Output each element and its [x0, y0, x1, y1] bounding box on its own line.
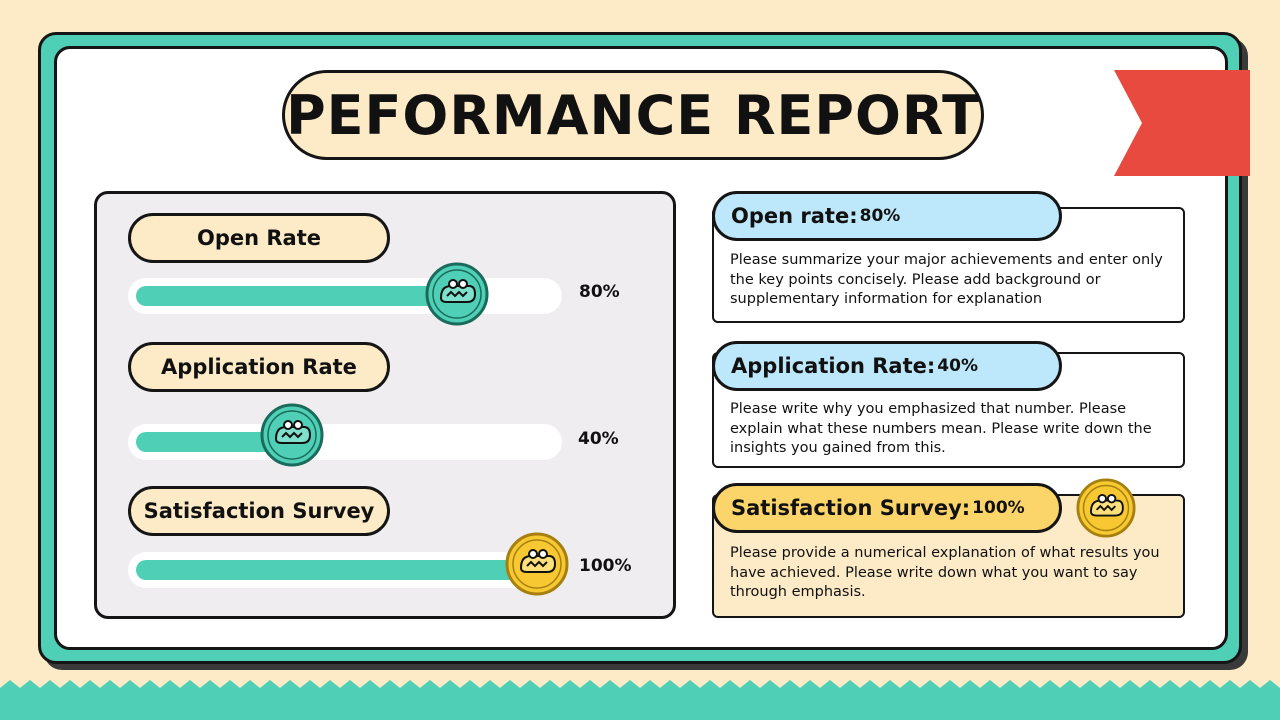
card-text-satisfaction-survey: Please provide a numerical explanation o…: [730, 545, 1160, 600]
metric-label-open-rate: Open Rate: [128, 213, 390, 263]
progress-track-satisfaction-survey: [128, 552, 562, 588]
card-text-application-rate: Please write why you emphasized that num…: [730, 401, 1152, 456]
card-heading-satisfaction-survey: Satisfaction Survey : 100%: [712, 483, 1062, 533]
card-heading-label: Open rate: [731, 204, 850, 228]
zigzag-border: [0, 680, 1280, 720]
card-heading-application-rate: Application Rate : 40%: [712, 341, 1062, 391]
metric-value-application-rate: 40%: [578, 429, 619, 449]
progress-fill: [136, 286, 470, 306]
card-heading-value: 40%: [937, 356, 978, 376]
metric-label-application-rate: Application Rate: [128, 342, 390, 392]
progress-fill: [136, 560, 554, 580]
card-heading-sep: :: [961, 496, 971, 520]
page-title: PEFORMANCE REPORT: [286, 83, 980, 147]
crocodile-icon[interactable]: [505, 532, 569, 596]
card-heading-sep: :: [926, 354, 936, 378]
card-heading-label: Satisfaction Survey: [731, 496, 962, 520]
metric-label-satisfaction-survey: Satisfaction Survey: [128, 486, 390, 536]
card-heading-value: 100%: [972, 498, 1025, 518]
ribbon-flag-icon: [1114, 70, 1250, 176]
metric-value-open-rate: 80%: [579, 282, 620, 302]
crocodile-icon: [1076, 478, 1136, 538]
card-text-open-rate: Please summarize your major achievements…: [730, 252, 1163, 307]
progress-track-application-rate: [128, 424, 562, 460]
metric-value-satisfaction-survey: 100%: [579, 556, 632, 576]
card-heading-sep: :: [849, 204, 858, 228]
crocodile-icon[interactable]: [260, 403, 324, 467]
card-heading-value: 80%: [859, 206, 901, 226]
title-pill: PEFORMANCE REPORT: [282, 70, 984, 160]
card-heading-open-rate: Open rate : 80%: [712, 191, 1062, 241]
crocodile-icon[interactable]: [425, 262, 489, 326]
card-heading-label: Application Rate: [731, 354, 927, 378]
progress-track-open-rate: [128, 278, 562, 314]
